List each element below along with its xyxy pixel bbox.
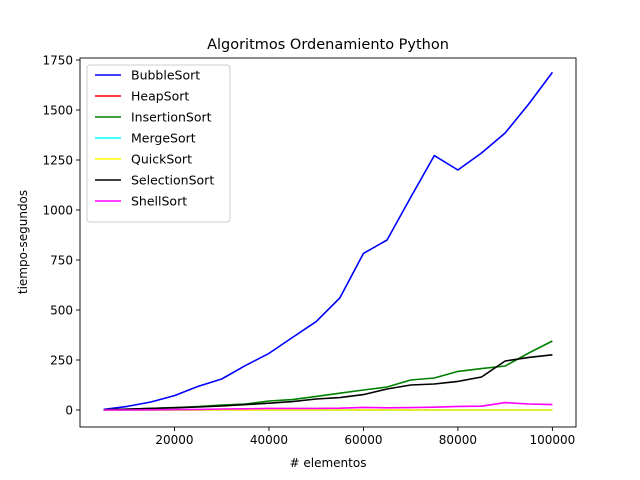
x-tick-label: 60000: [344, 433, 382, 447]
legend-label-bubblesort: BubbleSort: [131, 68, 200, 83]
legend-label-heapsort: HeapSort: [131, 89, 189, 104]
x-tick-label: 80000: [439, 433, 477, 447]
series-layer: [103, 71, 554, 411]
y-tick-label: 1750: [42, 53, 73, 67]
x-tick-label: 20000: [155, 433, 193, 447]
axes-layer: 20000 40000 60000 80000 100000 0 250 500 750 1000…: [42, 53, 577, 447]
y-tick-label: 1250: [42, 153, 73, 167]
y-tick-label: 500: [50, 303, 73, 317]
y-axis-title: tiempo-segundos: [16, 190, 30, 294]
plot-frame: [79, 57, 577, 428]
legend-label-shellsort: ShellSort: [131, 194, 187, 209]
legend-label-quicksort: QuickSort: [131, 152, 192, 167]
series-line-bubblesort: [103, 71, 554, 411]
series-line-shellsort: [103, 401, 553, 411]
legend-box: [86, 64, 231, 223]
chart-title: Algoritmos Ordenamiento Python: [207, 37, 449, 53]
legend-label-selectionsort: SelectionSort: [131, 173, 214, 188]
x-axis-title: # elementos: [290, 456, 367, 470]
legend-label-mergesort: MergeSort: [131, 131, 196, 146]
legend-label-insertionsort: InsertionSort: [131, 110, 212, 125]
y-tick-label: 0: [65, 403, 73, 417]
series-line-selectionsort: [103, 354, 553, 411]
y-tick-label: 750: [50, 253, 73, 267]
y-tick-label: 1500: [42, 103, 73, 117]
x-tick-label: 100000: [529, 433, 575, 447]
legend: BubbleSort HeapSort InsertionSort MergeSort…: [86, 64, 231, 223]
y-tick-label: 1000: [42, 203, 73, 217]
x-tick-label: 40000: [250, 433, 288, 447]
y-tick-label: 250: [50, 353, 73, 367]
